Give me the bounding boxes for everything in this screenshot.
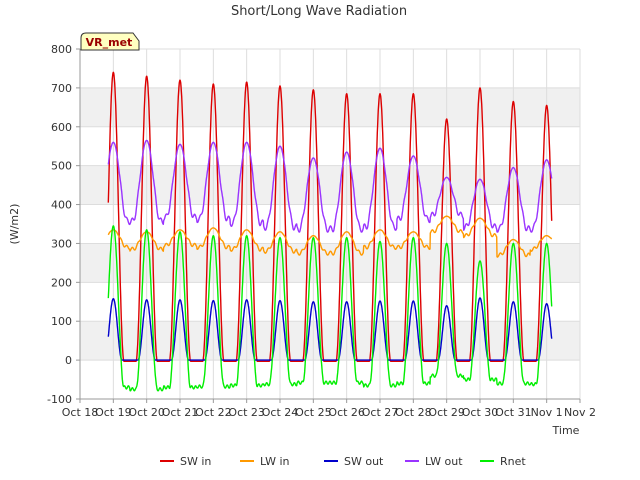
y-tick-label: 600: [51, 121, 72, 134]
x-tick-label: Oct 25: [295, 406, 332, 419]
series-line-lw-out: [107, 139, 553, 233]
x-tick-label: Oct 21: [162, 406, 199, 419]
y-tick-label: 300: [51, 237, 72, 250]
y-tick-label: 700: [51, 82, 72, 95]
legend-label: LW out: [425, 455, 463, 468]
x-tick-label: Oct 30: [462, 406, 499, 419]
series-line-lw-in: [107, 215, 553, 258]
x-tick-label: Oct 18: [62, 406, 99, 419]
plot-band: [80, 321, 580, 361]
x-tick-label: Oct 28: [395, 406, 432, 419]
x-tick-label: Nov 2: [564, 406, 596, 419]
station-badge: VR_met: [80, 32, 140, 51]
y-tick-label: -100: [47, 393, 72, 406]
station-label: VR_met: [86, 36, 133, 49]
series-line-sw-out: [107, 297, 553, 361]
y-tick-label: 100: [51, 315, 72, 328]
x-tick-label: Nov 1: [531, 406, 563, 419]
series-line-sw-in: [107, 71, 553, 362]
x-tick-label: Oct 29: [428, 406, 465, 419]
series-line-rnet: [107, 225, 553, 392]
x-tick-label: Oct 26: [328, 406, 365, 419]
series-lines: [107, 71, 553, 392]
legend-label: Rnet: [500, 455, 526, 468]
x-tick-label: Oct 24: [262, 406, 299, 419]
plot-band: [80, 165, 580, 205]
legend: SW in LW in SW out LW out Rnet: [160, 455, 526, 468]
chart-title: Short/Long Wave Radiation: [231, 4, 407, 19]
x-tick-label: Oct 22: [195, 406, 232, 419]
y-tick-label: 400: [51, 199, 72, 212]
x-tick-label: Oct 19: [95, 406, 132, 419]
y-tick-label: 800: [51, 43, 72, 56]
x-axis-label: Time: [552, 424, 580, 437]
x-tick-label: Oct 31: [495, 406, 532, 419]
legend-label: LW in: [260, 455, 290, 468]
y-axis-label: (W/m2): [8, 204, 21, 245]
y-tick-label: 200: [51, 276, 72, 289]
plot-band: [80, 87, 580, 127]
legend-label: SW in: [180, 455, 211, 468]
y-tick-label: 500: [51, 160, 72, 173]
x-tick-label: Oct 23: [228, 406, 265, 419]
plot-background: [80, 49, 580, 399]
x-tick-label: Oct 27: [362, 406, 399, 419]
y-tick-label: 0: [65, 354, 72, 367]
legend-label: SW out: [344, 455, 384, 468]
x-tick-label: Oct 20: [128, 406, 165, 419]
